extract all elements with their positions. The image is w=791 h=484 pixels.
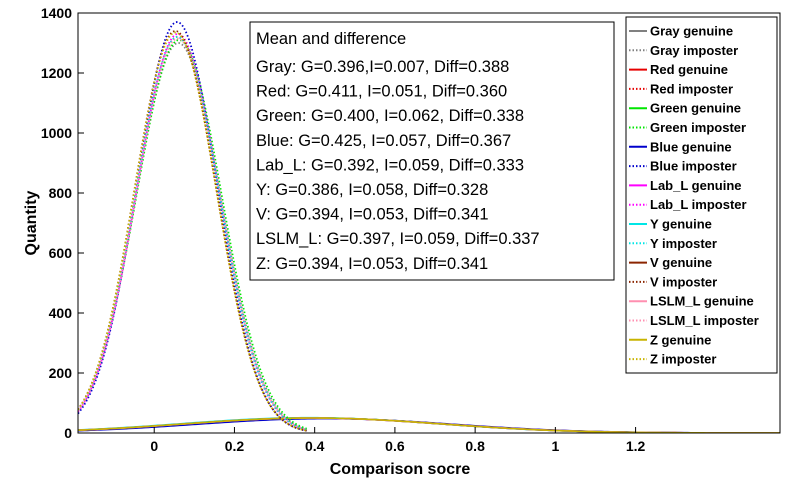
y-tick-label: 0 [64, 425, 72, 441]
annotation-line: Lab_L: G=0.392, I=0.059, Diff=0.333 [256, 156, 524, 174]
legend-label: LSLM_L imposter [650, 313, 759, 328]
annotation-line: Green: G=0.400, I=0.062, Diff=0.338 [256, 107, 524, 125]
legend-label: Green genuine [650, 101, 741, 116]
plot-frame [77, 12, 781, 434]
legend-label: Gray genuine [650, 24, 733, 39]
x-axis-ticks: 0 0.2 0.4 0.6 0.8 1 1.2 [150, 427, 646, 454]
y-axis-label: Quantity [23, 190, 40, 255]
y-axis-ticks: 0 200 400 600 800 1000 1200 1400 [41, 5, 84, 441]
legend-label: Y imposter [650, 236, 717, 251]
y-tick-label: 200 [49, 365, 73, 381]
legend-label: LSLM_L genuine [650, 294, 754, 309]
annotation-line: Blue: G=0.425, I=0.057, Diff=0.367 [256, 132, 511, 150]
annotation-line: LSLM_L: G=0.397, I=0.059, Diff=0.337 [256, 230, 540, 248]
annotation-title: Mean and difference [256, 30, 406, 48]
legend-label: Blue imposter [650, 159, 737, 174]
x-tick-label: 1.2 [626, 438, 646, 454]
x-tick-label: 1 [551, 438, 559, 454]
legend-label: Y genuine [650, 217, 712, 232]
legend-label: Green imposter [650, 120, 746, 135]
y-tick-label: 1000 [41, 125, 72, 141]
legend-label: Red genuine [650, 62, 728, 77]
annotation-line: Z: G=0.394, I=0.053, Diff=0.341 [256, 255, 488, 273]
legend-label: Blue genuine [650, 139, 732, 154]
x-tick-label: 0.4 [305, 438, 325, 454]
annotation-line: V: G=0.394, I=0.053, Diff=0.341 [256, 206, 489, 224]
annotation-line: Y: G=0.386, I=0.058, Diff=0.328 [256, 181, 488, 199]
legend-label: V genuine [650, 255, 712, 270]
x-tick-label: 0.2 [225, 438, 245, 454]
legend-label: Lab_L genuine [650, 178, 742, 193]
annotation-line: Red: G=0.411, I=0.051, Diff=0.360 [256, 83, 507, 101]
y-tick-label: 400 [49, 305, 73, 321]
legend-label: Z genuine [650, 332, 711, 347]
y-tick-label: 800 [49, 185, 73, 201]
series-line-z-imposter [78, 31, 307, 432]
legend-label: V imposter [650, 274, 717, 289]
legend-label: Red imposter [650, 81, 733, 96]
annotation-box: Mean and difference Gray: G=0.396,I=0.00… [249, 21, 615, 281]
x-axis-label: Comparison socre [330, 461, 471, 478]
series-line-v-imposter [78, 30, 307, 432]
x-tick-label: 0.8 [465, 438, 485, 454]
annotation-line: Gray: G=0.396,I=0.007, Diff=0.388 [256, 58, 509, 76]
legend-label: Z imposter [650, 352, 716, 367]
legend: Gray genuine Gray imposter Red genuine Red … [625, 16, 778, 374]
x-tick-label: 0.6 [385, 438, 405, 454]
legend-label: Gray imposter [650, 43, 738, 58]
y-tick-label: 1400 [41, 5, 72, 21]
series-lines [78, 21, 780, 433]
y-tick-label: 1200 [41, 65, 72, 81]
x-tick-label: 0 [150, 438, 158, 454]
legend-label: Lab_L imposter [650, 197, 747, 212]
y-tick-label: 600 [49, 245, 73, 261]
